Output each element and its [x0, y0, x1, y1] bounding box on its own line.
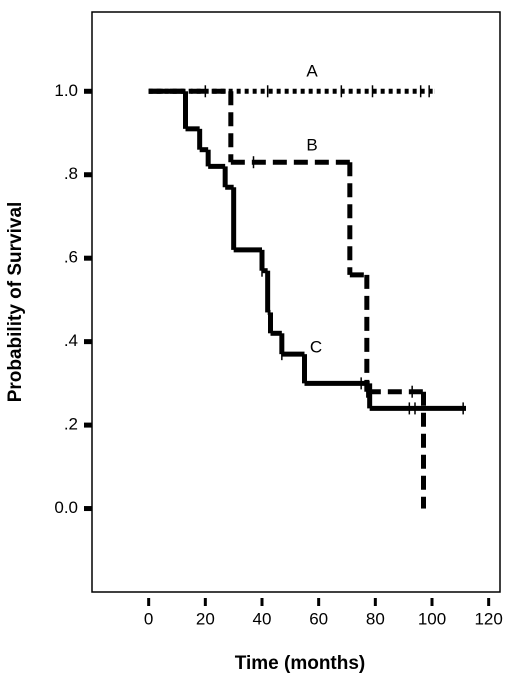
y-tick-label: .6 [64, 248, 78, 267]
y-tick-label: 1.0 [54, 81, 78, 100]
x-tick-label: 20 [196, 609, 215, 628]
y-axis-title: Probability of Survival [5, 202, 26, 403]
x-tick-label: 80 [366, 609, 385, 628]
y-tick-label: 0.0 [54, 498, 78, 517]
y-tick-label: .2 [64, 415, 78, 434]
plot-frame [91, 11, 501, 593]
x-tick-label: 100 [418, 609, 446, 628]
y-tick-label: .4 [64, 331, 78, 350]
x-tick-label: 0 [144, 609, 153, 628]
series-label: C [310, 337, 322, 356]
y-tick-label: .8 [64, 164, 78, 183]
x-tick-label: 40 [253, 609, 272, 628]
x-tick-label: 120 [474, 609, 502, 628]
series-label: A [306, 61, 318, 80]
x-tick-label: 60 [309, 609, 328, 628]
x-axis-title: Time (months) [235, 653, 366, 674]
series-label: B [306, 135, 317, 154]
